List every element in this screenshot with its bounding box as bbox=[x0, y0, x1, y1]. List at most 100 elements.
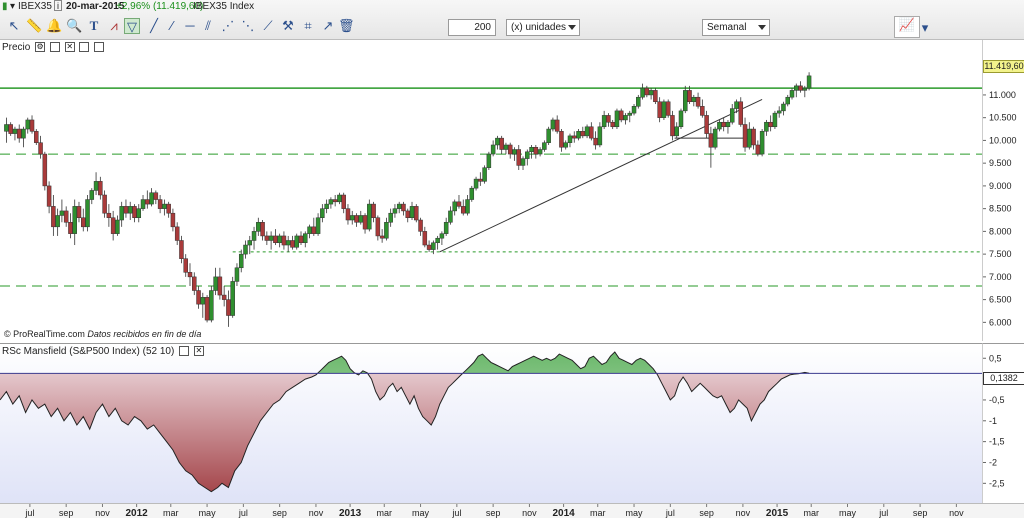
candle bbox=[320, 204, 325, 223]
alert-bell-icon[interactable]: 🔔 bbox=[46, 18, 63, 33]
window-icon[interactable] bbox=[179, 346, 190, 357]
cursor-icon[interactable]: ↖ bbox=[8, 18, 20, 33]
chevron-down-icon[interactable]: ▾ bbox=[921, 20, 929, 35]
price-axis[interactable]: 11.000 10.500 10.000 9.500 9.000 8.500 8.000 7.… bbox=[982, 40, 1024, 341]
candle-body bbox=[546, 128, 551, 143]
line-tool-icon[interactable]: ╱ bbox=[150, 18, 158, 33]
candle-body bbox=[401, 203, 406, 212]
candle bbox=[691, 94, 697, 107]
candle-body bbox=[644, 87, 650, 96]
tools-icon[interactable]: ⚒ bbox=[282, 18, 294, 33]
fan-icon[interactable]: ⟋ bbox=[263, 18, 273, 33]
candle bbox=[426, 240, 432, 252]
candle bbox=[478, 172, 483, 186]
candle bbox=[51, 195, 56, 236]
price-pane-header: Precio ⚙ ✕ bbox=[2, 42, 105, 54]
candle bbox=[529, 144, 534, 159]
candle bbox=[375, 215, 381, 241]
candle-body bbox=[405, 210, 410, 218]
candle-body bbox=[256, 222, 261, 232]
fibonacci-icon[interactable]: ⩘ bbox=[110, 18, 118, 33]
candle bbox=[81, 208, 86, 232]
bars-count-input[interactable]: 200 bbox=[448, 19, 496, 36]
period-dropdown[interactable]: Semanal bbox=[702, 19, 770, 36]
candle bbox=[153, 190, 159, 205]
price-pane-title: Precio bbox=[2, 42, 31, 53]
close-icon[interactable]: ✕ bbox=[193, 346, 204, 357]
candle-body bbox=[648, 90, 654, 96]
window-icon[interactable] bbox=[49, 42, 60, 53]
chart-style-icon[interactable]: 📈 bbox=[894, 16, 920, 38]
units-dropdown[interactable]: (x) unidades bbox=[506, 19, 580, 36]
candle-body bbox=[230, 281, 235, 316]
rsc-pane-header: RSc Mansfield (S&P500 Index) (52 10) ✕ bbox=[2, 346, 204, 358]
triangle-tool-icon[interactable]: ▽ bbox=[124, 18, 140, 34]
candle bbox=[499, 135, 504, 155]
candle-body bbox=[764, 121, 769, 132]
candle bbox=[209, 285, 214, 323]
wrench-icon[interactable]: ⚙ bbox=[35, 42, 46, 53]
candle-body bbox=[162, 203, 167, 209]
candle-body bbox=[414, 206, 419, 221]
rsc-axis[interactable]: 0,5 -0,5 -1 -1,5 -2 -2,5 0,1382 bbox=[982, 343, 1024, 503]
horizontal-line-icon[interactable]: ─ bbox=[185, 18, 195, 33]
rsc-pane-title: RSc Mansfield (S&P500 Index) (52 10) bbox=[2, 346, 175, 357]
text-tool-icon[interactable]: T bbox=[89, 18, 99, 33]
arrow-tool-icon[interactable]: ↗ bbox=[322, 18, 334, 33]
candle bbox=[751, 126, 756, 150]
rsc-pane[interactable]: RSc Mansfield (S&P500 Index) (52 10) ✕ bbox=[0, 343, 982, 503]
candle bbox=[700, 99, 705, 118]
ray-tool-icon[interactable]: ⁄ bbox=[170, 18, 174, 33]
candle bbox=[379, 229, 385, 243]
candle bbox=[717, 119, 722, 132]
channel-icon[interactable]: ⋰ bbox=[221, 18, 235, 33]
candle bbox=[653, 88, 658, 105]
candle bbox=[328, 197, 334, 209]
save-icon[interactable] bbox=[94, 42, 105, 53]
candle-body bbox=[409, 206, 415, 218]
candle-body bbox=[537, 149, 543, 155]
candle-body bbox=[345, 208, 351, 221]
candle-body bbox=[311, 226, 317, 234]
candle bbox=[200, 292, 206, 318]
candle-body bbox=[59, 210, 65, 216]
rsc-tick-label: -0,5 bbox=[989, 395, 1005, 405]
candle-body bbox=[63, 210, 69, 223]
price-pane[interactable]: Precio ⚙ ✕ © ProRealTime.com Datos recib… bbox=[0, 40, 982, 341]
candle bbox=[89, 188, 95, 205]
candle-body bbox=[119, 206, 124, 221]
candle-body bbox=[251, 231, 257, 241]
parallel-lines-icon[interactable]: ⫽ bbox=[205, 18, 211, 33]
price-axis-labels: 11.000 10.500 10.000 9.500 9.000 8.500 8.000 7.… bbox=[983, 90, 1017, 327]
rsc-tick-label: -1 bbox=[989, 416, 997, 426]
close-icon[interactable]: ✕ bbox=[64, 42, 75, 53]
candle-body bbox=[46, 185, 52, 207]
time-axis[interactable]: jul sep nov 2012 mar may jul sep nov 2013 mar may ju… bbox=[0, 503, 1024, 519]
candle bbox=[482, 165, 487, 184]
candle-body bbox=[781, 103, 786, 112]
rsc-chart bbox=[0, 351, 982, 493]
pattern-icon[interactable]: ⌗ bbox=[304, 18, 312, 33]
trash-icon[interactable]: 🗑 bbox=[338, 18, 355, 33]
candle-body bbox=[503, 144, 509, 150]
candle-body bbox=[21, 128, 26, 139]
regression-icon[interactable]: ⋱ bbox=[241, 18, 255, 33]
candle bbox=[183, 254, 188, 277]
candle bbox=[29, 115, 35, 134]
chevron-down-icon[interactable]: ▾ bbox=[10, 1, 16, 12]
candle bbox=[162, 199, 167, 216]
price-tick-label: 7.000 bbox=[989, 272, 1012, 282]
candle-body bbox=[337, 194, 342, 203]
ruler-icon[interactable]: 📏 bbox=[26, 18, 43, 33]
candle bbox=[166, 201, 171, 218]
time-tick-label: may bbox=[412, 508, 430, 518]
time-tick-label: mar bbox=[163, 508, 179, 518]
copy-icon[interactable] bbox=[79, 42, 90, 53]
ticker-label[interactable]: IBEX35 bbox=[18, 1, 52, 12]
candle bbox=[4, 117, 9, 143]
candle-body bbox=[584, 126, 590, 137]
candle-body bbox=[665, 101, 671, 116]
zoom-icon[interactable]: 🔍 bbox=[66, 18, 83, 33]
candle-body bbox=[802, 87, 808, 91]
info-icon[interactable]: i bbox=[54, 0, 62, 11]
